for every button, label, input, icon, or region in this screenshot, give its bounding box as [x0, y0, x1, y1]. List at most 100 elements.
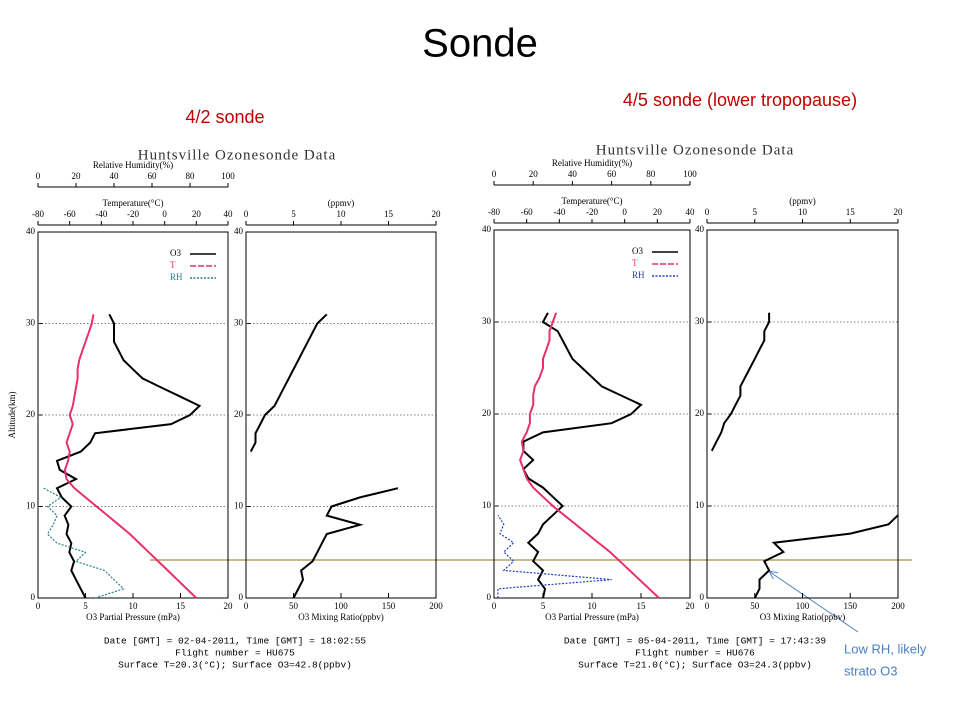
x-tick-label: 100 [334, 601, 348, 611]
top-tick-label: -80 [488, 207, 500, 217]
y-tick-label: 10 [695, 500, 705, 510]
y-tick-label: 20 [482, 408, 492, 418]
top-tick-label: 5 [291, 209, 296, 219]
top-tick-label: 80 [186, 171, 196, 181]
y-tick-label: 30 [482, 316, 492, 326]
info-line: Date [GMT] = 02-04-2011, Time [GMT] = 18… [104, 636, 367, 647]
top-tick-label: 60 [148, 171, 158, 181]
legend-label: T [632, 258, 638, 268]
x-tick-label: 15 [176, 601, 186, 611]
y-tick-label: 30 [695, 316, 705, 326]
profile-line [55, 313, 202, 599]
top-tick-label: 0 [622, 207, 627, 217]
profile-line [63, 314, 197, 599]
y-tick-label: 30 [234, 318, 244, 328]
y-tick-label: 20 [695, 408, 705, 418]
top-tick-label: 0 [162, 209, 167, 219]
y-tick-label: 20 [26, 409, 36, 419]
top-tick-label: 0 [244, 209, 249, 219]
profile-line [519, 312, 660, 599]
top-tick-label: 60 [607, 169, 617, 179]
x-tick-label: 150 [844, 601, 858, 611]
y-tick-label: 20 [234, 409, 244, 419]
top-tick-label: -40 [553, 207, 565, 217]
y-tick-label: 10 [482, 500, 492, 510]
y-tick-label: 40 [26, 226, 36, 236]
figure-label: 4/2 sonde [185, 107, 264, 127]
y-tick-label: 0 [700, 592, 705, 602]
legend-label: RH [170, 272, 183, 282]
x-axis-label: O3 Partial Pressure (mPa) [545, 612, 639, 622]
annotation: strato O3 [844, 663, 897, 678]
profile-line [43, 487, 125, 599]
info-line: Date [GMT] = 05-04-2011, Time [GMT] = 17… [564, 636, 827, 647]
profile-line [753, 514, 899, 599]
y-tick-label: 10 [234, 501, 244, 511]
x-tick-label: 100 [796, 601, 810, 611]
top-tick-label: -80 [32, 209, 44, 219]
x-axis-label: O3 Partial Pressure (mPa) [86, 612, 180, 622]
legend-label: T [170, 260, 176, 270]
legend-label: O3 [170, 248, 181, 258]
info-line: Surface T=21.0(°C); Surface O3=24.3(ppbv… [578, 660, 812, 671]
top-tick-label: -20 [586, 207, 598, 217]
x-tick-label: 10 [129, 601, 139, 611]
top-tick-label: 100 [683, 169, 697, 179]
figure-title: Huntsville Ozonesonde Data [138, 147, 336, 163]
profile-line [292, 487, 399, 599]
figure-label: 4/5 sonde (lower tropopause) [623, 90, 857, 110]
y-tick-label: 0 [487, 592, 492, 602]
y-tick-label: 0 [239, 592, 244, 602]
x-tick-label: 200 [429, 601, 443, 611]
x-tick-label: 15 [637, 601, 647, 611]
top-tick-label: -20 [127, 209, 139, 219]
x-axis-label: O3 Mixing Ratio(ppbv) [298, 612, 384, 622]
top-axis-label: Relative Humidity(%) [552, 158, 632, 168]
top-tick-label: 20 [653, 207, 663, 217]
y-tick-label: 40 [482, 224, 492, 234]
annotation-arrow [770, 572, 859, 633]
top-axis-label: (ppmv) [328, 198, 355, 208]
x-tick-label: 150 [382, 601, 396, 611]
annotation: Low RH, likely [844, 641, 927, 656]
legend-label: RH [632, 270, 645, 280]
y-tick-label: 40 [695, 224, 705, 234]
top-tick-label: 80 [646, 169, 656, 179]
x-tick-label: 50 [750, 601, 760, 611]
top-tick-label: 20 [432, 209, 442, 219]
y-tick-label: 10 [26, 501, 36, 511]
top-tick-label: 20 [529, 169, 539, 179]
profile-line [522, 312, 643, 599]
top-tick-label: 40 [568, 169, 578, 179]
y-tick-label: 0 [31, 592, 36, 602]
slide-title: Sonde [422, 22, 538, 66]
x-tick-label: 20 [224, 601, 234, 611]
y-tick-label: 40 [234, 226, 244, 236]
top-tick-label: 0 [492, 169, 497, 179]
top-tick-label: 10 [337, 209, 347, 219]
info-line: Flight number = HU675 [175, 648, 295, 659]
y-tick-label: 30 [26, 318, 36, 328]
info-line: Surface T=20.3(°C); Surface O3=42.8(ppbv… [118, 660, 352, 671]
legend-label: O3 [632, 246, 643, 256]
x-tick-label: 5 [541, 601, 546, 611]
top-tick-label: 0 [36, 171, 41, 181]
profile-line [249, 313, 328, 453]
top-tick-label: -60 [64, 209, 76, 219]
x-tick-label: 5 [83, 601, 88, 611]
x-tick-label: 0 [244, 601, 249, 611]
top-axis-label: (ppmv) [789, 196, 816, 206]
top-tick-label: 20 [192, 209, 202, 219]
top-axis-label: Relative Humidity(%) [93, 160, 173, 170]
x-tick-label: 50 [289, 601, 299, 611]
figure-title: Huntsville Ozonesonde Data [596, 142, 794, 158]
x-tick-label: 0 [36, 601, 41, 611]
top-tick-label: 40 [686, 207, 696, 217]
top-axis-label: Temperature(°C) [562, 196, 623, 206]
top-tick-label: 40 [224, 209, 234, 219]
top-tick-label: 20 [72, 171, 82, 181]
top-axis-label: Temperature(°C) [103, 198, 164, 208]
x-tick-label: 200 [891, 601, 905, 611]
x-axis-label: O3 Mixing Ratio(ppbv) [760, 612, 846, 622]
